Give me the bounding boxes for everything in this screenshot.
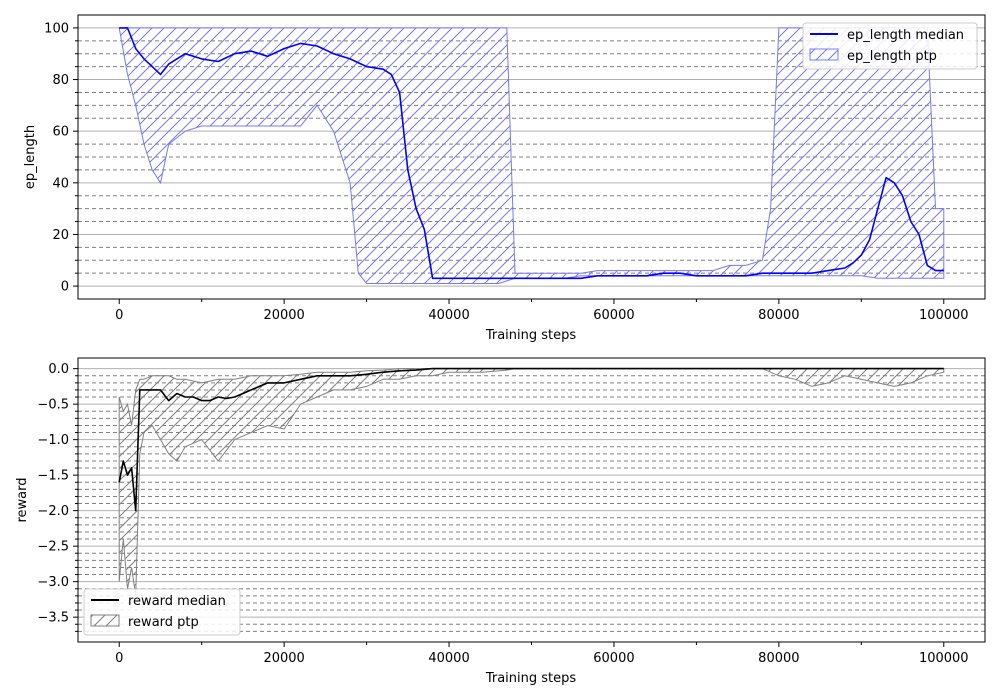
x-tick-label: 0	[115, 651, 123, 666]
x-tick-label: 20000	[263, 308, 304, 323]
y-tick-label: 0.0	[48, 362, 69, 377]
x-tick-label: 0	[115, 308, 123, 323]
x-tick-label: 60000	[593, 651, 634, 666]
median-line	[118, 367, 944, 512]
y-tick-label: 60	[52, 125, 69, 140]
x-axis-title: Training steps	[485, 328, 577, 343]
y-tick-label: 100	[44, 21, 69, 36]
y-tick-label: −3.0	[37, 575, 69, 590]
y-tick-label: −3.5	[37, 611, 69, 626]
legend-ptp-label: ep_length ptp	[847, 49, 937, 64]
x-tick-label: 100000	[919, 308, 969, 323]
y-tick-label: −2.5	[37, 540, 69, 555]
ptp-band	[118, 27, 945, 284]
legend: reward median reward ptp	[83, 588, 241, 636]
y-axis-title: ep_length	[23, 125, 38, 189]
band-layer	[118, 27, 945, 284]
y-tick-label: 0	[61, 280, 69, 295]
x-tick-label: 80000	[758, 308, 799, 323]
legend-ptp-swatch	[90, 614, 120, 627]
x-axis-title: Training steps	[485, 671, 577, 686]
legend-box	[83, 588, 241, 636]
legend-ptp-label: reward ptp	[128, 615, 199, 630]
median-line	[119, 27, 944, 280]
y-tick-label: −1.0	[37, 433, 69, 448]
y-tick-label: 20	[52, 228, 69, 243]
x-tick-label: 80000	[758, 651, 799, 666]
x-tick-label: 40000	[428, 651, 469, 666]
line-layer	[119, 27, 944, 280]
ptp-band	[118, 368, 945, 596]
legend: ep_length median ep_length ptp	[802, 22, 978, 70]
legend-box	[802, 22, 978, 70]
axes: 0 20000 40000 60000 80000 100000 0.0 −0.5 −1.0 −1…	[37, 362, 968, 666]
y-tick-label: 40	[52, 176, 69, 191]
axes: 0 20000 40000 60000 80000 100000 0 20 40 60 80 100	[44, 21, 968, 323]
x-tick-label: 100000	[919, 651, 969, 666]
legend-median-label: ep_length median	[847, 28, 964, 43]
legend-ptp-swatch	[809, 48, 839, 61]
band-layer	[118, 368, 945, 596]
line-layer	[118, 367, 944, 512]
y-tick-label: −0.5	[37, 398, 69, 413]
y-tick-label: 80	[52, 73, 69, 88]
y-tick-label: −2.0	[37, 504, 69, 519]
legend-median-label: reward median	[128, 594, 226, 609]
ep-length-chart: 0 20000 40000 60000 80000 100000020406080100 …	[23, 14, 986, 343]
x-tick-label: 20000	[263, 651, 304, 666]
y-axis-title: reward	[15, 477, 30, 522]
x-tick-label: 60000	[593, 308, 634, 323]
reward-chart: 0 20000 40000 60000 80000 100000 0.0 −0.5 −1.0 −1…	[15, 357, 986, 686]
x-tick-label: 40000	[428, 308, 469, 323]
y-tick-label: −1.5	[37, 469, 69, 484]
